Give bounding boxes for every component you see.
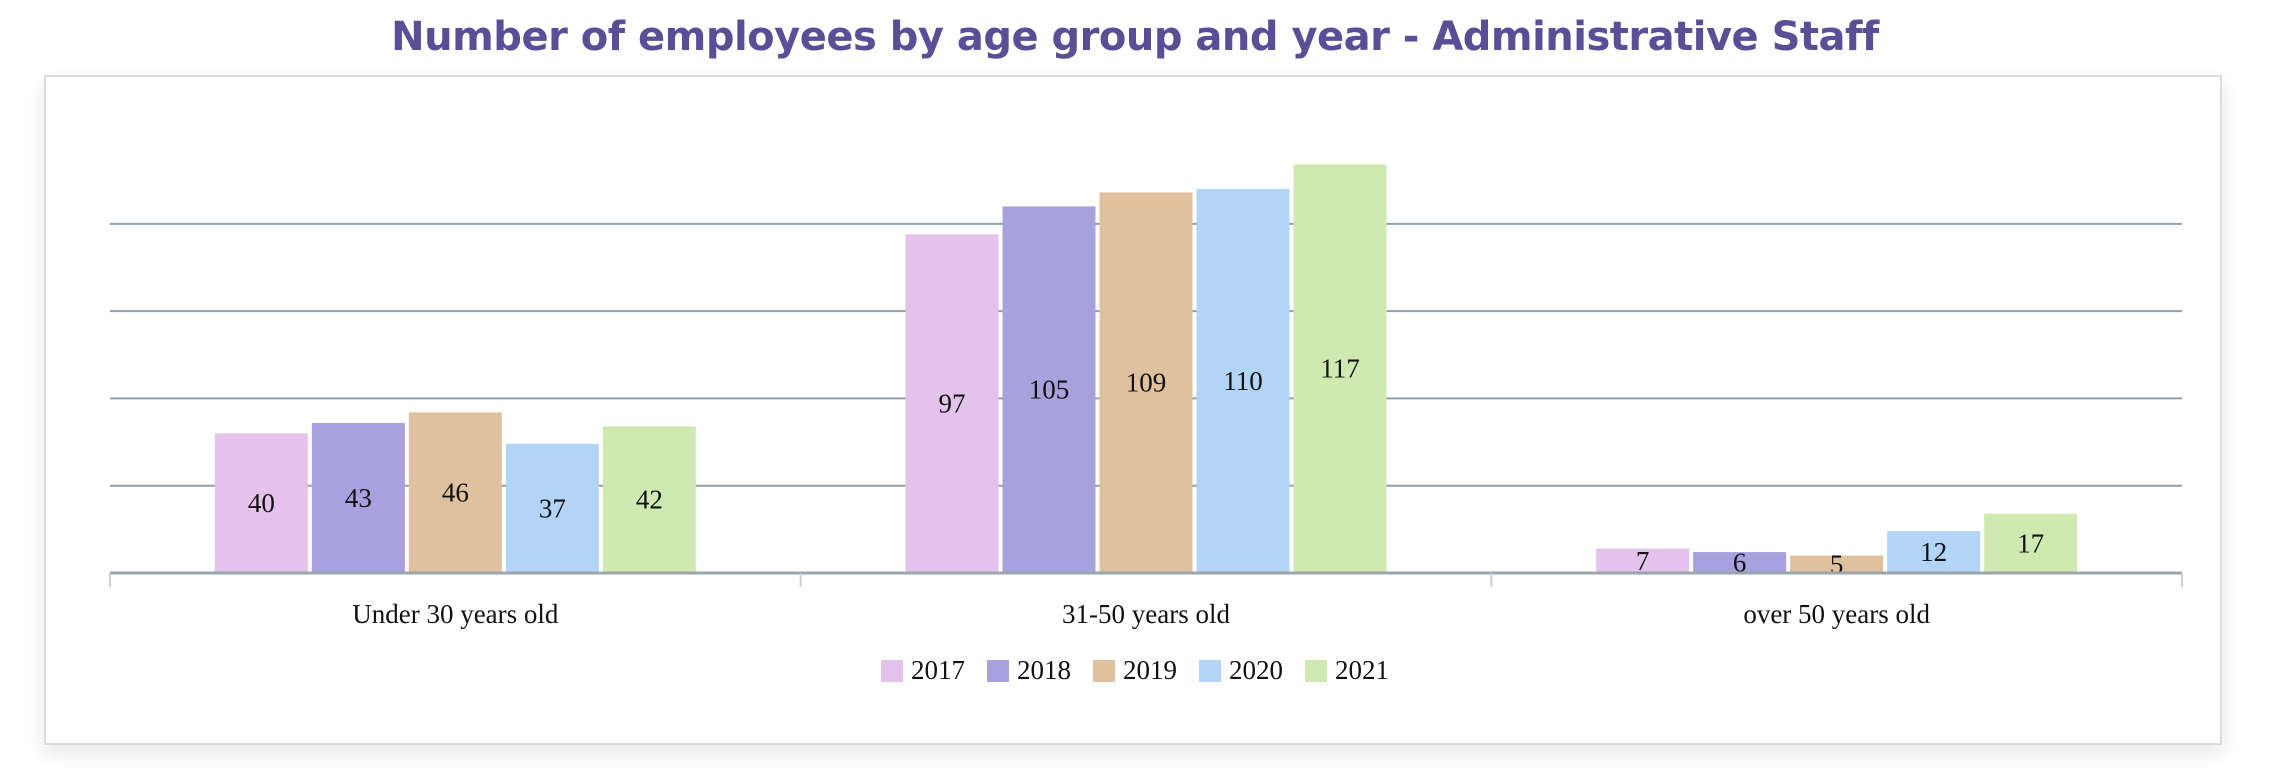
data-label: 5: [1830, 549, 1844, 579]
bar-2021-2: [1984, 513, 2078, 573]
category-label: 31-50 years old: [1062, 599, 1230, 629]
bar-2017-1: [905, 234, 999, 573]
data-label: 97: [939, 389, 966, 419]
legend-label: 2019: [1123, 655, 1177, 685]
legend-swatch: [881, 659, 903, 682]
data-label: 12: [1920, 537, 1947, 567]
legend-label: 2018: [1017, 655, 1071, 685]
legend-item-2017: 2017: [881, 655, 965, 686]
data-label: 43: [345, 483, 372, 513]
data-label: 109: [1126, 368, 1167, 398]
data-label: 110: [1223, 366, 1263, 396]
bar-2021-0: [602, 426, 696, 573]
data-label: 105: [1029, 375, 1070, 405]
bar-2019-0: [408, 412, 502, 573]
bar-2020-1: [1196, 188, 1290, 573]
data-label: 40: [248, 488, 275, 518]
category-label: Under 30 years old: [352, 599, 559, 629]
category-label: over 50 years old: [1743, 599, 1930, 629]
bar-2020-2: [1887, 531, 1981, 573]
legend-item-2021: 2021: [1305, 655, 1389, 686]
bar-2018-2: [1693, 552, 1787, 573]
chart-title: Number of employees by age group and yea…: [391, 14, 1879, 60]
legend-label: 2017: [911, 655, 965, 685]
bar-2018-0: [311, 422, 405, 573]
chart-legend: 2017 2018 2019 2020 2021: [0, 655, 2270, 686]
bar-2017-0: [214, 433, 308, 573]
legend-item-2020: 2020: [1199, 655, 1283, 686]
legend-item-2019: 2019: [1093, 655, 1177, 686]
legend-swatch: [1305, 659, 1327, 682]
legend-label: 2020: [1229, 655, 1283, 685]
data-label: 7: [1636, 546, 1650, 576]
bar-2020-0: [505, 443, 599, 573]
data-label: 17: [2017, 528, 2044, 558]
data-label: 37: [539, 493, 566, 523]
bar-2019-1: [1099, 192, 1193, 574]
bar-2021-1: [1293, 164, 1387, 573]
legend-label: 2021: [1335, 655, 1389, 685]
legend-swatch: [987, 659, 1009, 682]
data-label: 117: [1320, 354, 1360, 384]
data-label: 6: [1733, 548, 1747, 578]
bar-2019-2: [1790, 555, 1884, 573]
data-label: 46: [442, 478, 469, 508]
bar-2018-1: [1002, 206, 1096, 573]
legend-swatch: [1093, 659, 1115, 682]
bar-2017-2: [1596, 548, 1690, 573]
legend-item-2018: 2018: [987, 655, 1071, 686]
legend-swatch: [1199, 659, 1221, 682]
data-label: 42: [636, 485, 663, 515]
